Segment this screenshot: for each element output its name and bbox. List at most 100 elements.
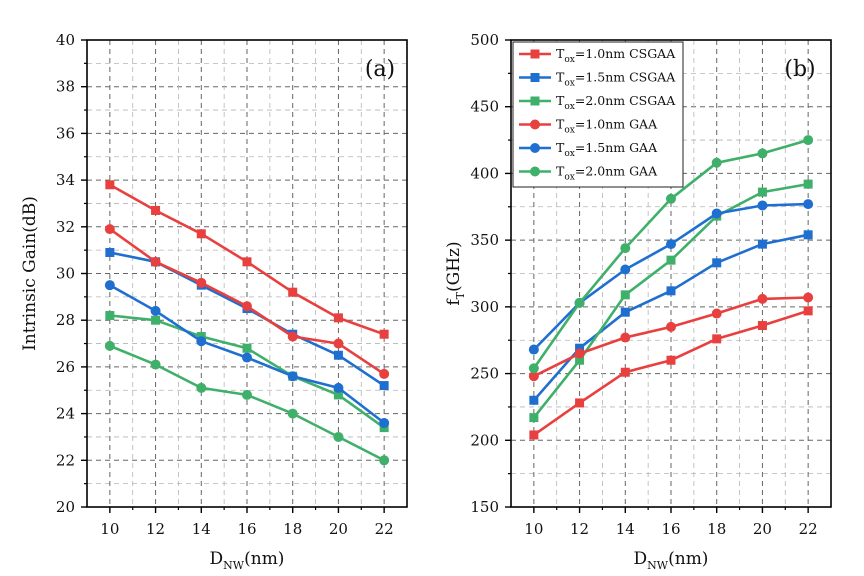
y-tick-label: 250 — [470, 365, 499, 383]
y-tick-label: 350 — [470, 231, 499, 249]
legend-label-main: T — [556, 140, 565, 155]
x-tick-label: 16 — [661, 520, 680, 538]
x-tick-label: 20 — [329, 520, 348, 538]
data-point-square — [242, 343, 252, 353]
data-point-circle — [104, 224, 115, 235]
y-tick-label: 200 — [470, 431, 499, 449]
x-tick-label: 16 — [237, 520, 256, 538]
data-point-circle — [757, 200, 768, 211]
data-point-square — [333, 313, 343, 323]
y-axis-ticks-a: 20 22 24 26 28 30 32 34 36 38 40 — [56, 31, 87, 516]
data-point-square — [712, 258, 722, 268]
data-point-circle — [287, 408, 298, 419]
data-point-circle — [803, 292, 814, 303]
data-point-square — [575, 343, 585, 353]
x-tick-label: 12 — [570, 520, 589, 538]
data-point-square — [666, 355, 676, 365]
x-axis-ticks-b: 10 12 14 16 18 20 22 — [524, 507, 818, 538]
legend-label-main: T — [556, 117, 565, 132]
data-point-square — [803, 230, 813, 240]
legend-label-subscript: ox — [564, 102, 575, 112]
y-tick-label: 400 — [470, 164, 499, 182]
data-point-circle — [379, 368, 390, 379]
x-tick-label: 22 — [799, 520, 818, 538]
x-tick-label: 14 — [616, 520, 635, 538]
data-point-square — [105, 180, 115, 190]
data-point-circle — [150, 359, 161, 370]
legend-label-rest: =1.5nm CSGAA — [575, 70, 676, 85]
x-tick-label: 10 — [100, 520, 119, 538]
x-title-unit: (nm) — [668, 549, 708, 569]
panel-label-a: (a) — [365, 57, 395, 82]
legend-label-rest: =2.0nm CSGAA — [575, 93, 676, 108]
legend-item: Tox=1.5nm GAA — [519, 140, 658, 159]
data-point-circle — [333, 431, 344, 442]
x-title-main: D — [210, 549, 224, 569]
data-point-square — [242, 257, 252, 267]
y-tick-label: 500 — [470, 31, 499, 49]
data-point-square — [620, 307, 630, 317]
y-tick-label: 300 — [470, 298, 499, 316]
legend-label-subscript: ox — [564, 173, 575, 183]
y-title-unit: (GHz) — [444, 241, 464, 292]
data-point-square — [666, 255, 676, 265]
data-point-square — [288, 287, 298, 297]
y-tick-label: 40 — [56, 31, 75, 49]
legend-label-rest: =1.0nm CSGAA — [575, 46, 676, 61]
x-tick-label: 18 — [707, 520, 726, 538]
data-point-square — [105, 311, 115, 321]
data-point-circle — [803, 135, 814, 146]
x-axis-title-a: DNW(nm) — [210, 549, 285, 572]
data-point-circle — [150, 256, 161, 267]
x-title-main: D — [634, 549, 648, 569]
series-group-b — [528, 135, 814, 440]
x-title-subscript: NW — [223, 559, 245, 572]
x-tick-label: 20 — [753, 520, 772, 538]
y-tick-label: 30 — [56, 265, 75, 283]
data-point-circle — [379, 455, 390, 466]
y-tick-label: 22 — [56, 451, 75, 469]
legend-label-subscript: ox — [564, 149, 575, 159]
grid-b — [511, 40, 831, 507]
data-point-circle — [574, 348, 585, 359]
legend-item: Tox=1.5nm CSGAA — [519, 70, 676, 89]
data-point-square — [712, 334, 722, 344]
data-point-circle — [711, 208, 722, 219]
data-point-square — [803, 179, 813, 189]
y-tick-label: 28 — [56, 311, 75, 329]
y-tick-label: 34 — [56, 171, 75, 189]
data-point-circle — [287, 331, 298, 342]
legend-label-rest: =2.0nm GAA — [575, 164, 658, 179]
data-point-circle — [196, 336, 207, 347]
x-tick-label: 22 — [375, 520, 394, 538]
data-point-square — [757, 239, 767, 249]
legend-marker-circle — [530, 166, 540, 177]
data-point-square — [620, 290, 630, 300]
x-axis-ticks-a: 10 12 14 16 18 20 22 — [100, 507, 394, 538]
data-point-square — [757, 321, 767, 331]
x-tick-label: 18 — [283, 520, 302, 538]
legend-item: Tox=1.0nm GAA — [519, 117, 658, 136]
legend-label: Tox=2.0nm CSGAA — [556, 93, 676, 112]
data-point-square — [151, 315, 161, 325]
data-point-circle — [711, 308, 722, 319]
data-point-square — [333, 390, 343, 400]
data-point-square — [379, 329, 389, 339]
data-point-circle — [379, 417, 390, 428]
legend-label-subscript: ox — [564, 79, 575, 89]
legend-label-subscript: ox — [564, 126, 575, 136]
x-tick-label: 14 — [192, 520, 211, 538]
legend-label: Tox=1.0nm GAA — [556, 117, 658, 136]
y-tick-label: 26 — [56, 358, 75, 376]
legend-marker-square — [530, 96, 540, 106]
legend-marker-square — [530, 49, 540, 59]
y-title-main: f — [444, 298, 464, 306]
data-point-circle — [242, 389, 252, 400]
legend-label-rest: =1.5nm GAA — [575, 140, 658, 155]
y-axis-title-a: Intrinsic Gain(dB) — [20, 196, 40, 351]
legend-label-subscript: ox — [564, 55, 575, 65]
data-point-square — [666, 286, 676, 296]
data-point-circle — [620, 332, 631, 343]
data-point-square — [151, 205, 161, 215]
